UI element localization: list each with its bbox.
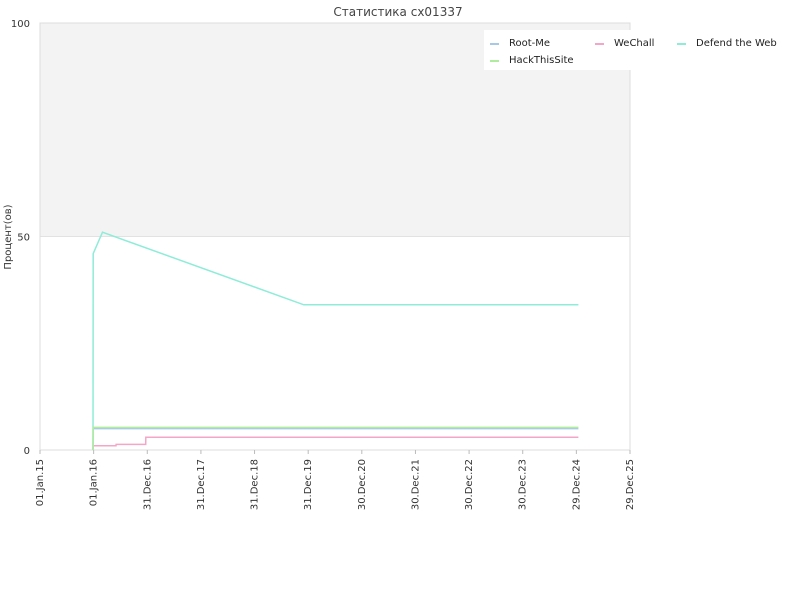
y-tick-labels: 0 50 100 (11, 19, 30, 457)
y-tick-label: 50 (17, 233, 30, 244)
plot-frame (39, 22, 631, 451)
legend-label: HackThisSite (509, 55, 574, 66)
x-tick-label: 01.Jan.15 (35, 459, 46, 506)
series-line-defend-the-web (92, 231, 579, 451)
y-axis-label: Процент(ов) (3, 204, 14, 269)
x-tick-labels: 01.Jan.15 01.Jan.16 31.Dec.16 31.Dec.17 31.D… (35, 450, 636, 510)
x-tick-label: 29.Dec.24 (571, 459, 582, 510)
chart-title: Статистика cx01337 (333, 5, 462, 19)
x-tick-label: 30.Dec.22 (464, 459, 475, 510)
legend-label: WeChall (614, 38, 654, 49)
x-tick-label: 31.Dec.17 (196, 459, 207, 510)
legend-background (484, 30, 800, 70)
series-lines (92, 231, 579, 451)
legend: Root-Me WeChall Defend the Web HackThisSite (484, 30, 800, 70)
x-tick-label: 31.Dec.19 (303, 459, 314, 510)
x-tick-label: 31.Dec.16 (142, 459, 153, 510)
legend-label: Root-Me (509, 38, 550, 49)
series-line-hackthissite (92, 426, 579, 451)
x-tick-label: 30.Dec.20 (357, 459, 368, 510)
x-tick-label: 29.Dec.25 (625, 459, 636, 510)
x-tick-label: 30.Dec.21 (410, 459, 421, 510)
y-tick-label: 0 (24, 446, 30, 457)
y-tick-label: 100 (11, 19, 30, 30)
x-tick-label: 30.Dec.23 (518, 459, 529, 510)
x-tick-label: 31.Dec.18 (250, 459, 261, 510)
legend-label: Defend the Web (696, 38, 777, 49)
x-tick-label: 01.Jan.16 (89, 459, 100, 506)
